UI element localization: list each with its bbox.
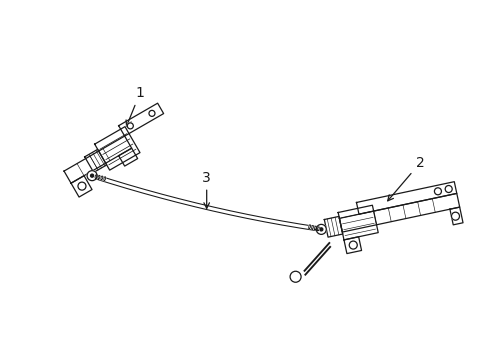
Polygon shape	[449, 207, 462, 225]
Polygon shape	[119, 148, 138, 166]
Polygon shape	[95, 175, 97, 179]
Polygon shape	[64, 136, 131, 183]
Circle shape	[348, 241, 357, 249]
Polygon shape	[119, 103, 163, 136]
Circle shape	[450, 212, 459, 220]
Circle shape	[433, 188, 441, 195]
Polygon shape	[101, 176, 102, 180]
Polygon shape	[103, 177, 105, 181]
Circle shape	[319, 228, 322, 231]
Circle shape	[316, 224, 325, 234]
Polygon shape	[324, 216, 342, 237]
Circle shape	[444, 185, 451, 193]
Polygon shape	[311, 225, 313, 229]
Polygon shape	[84, 149, 106, 172]
Polygon shape	[308, 225, 310, 229]
Text: 2: 2	[387, 156, 424, 201]
Polygon shape	[356, 182, 456, 214]
Polygon shape	[343, 237, 361, 253]
Circle shape	[78, 182, 86, 190]
Text: 1: 1	[126, 86, 144, 126]
Circle shape	[289, 271, 301, 282]
Polygon shape	[338, 205, 377, 240]
Polygon shape	[339, 193, 459, 232]
Polygon shape	[314, 226, 316, 230]
Polygon shape	[95, 127, 140, 170]
Circle shape	[90, 174, 93, 177]
Polygon shape	[71, 176, 92, 197]
Circle shape	[127, 123, 133, 129]
Polygon shape	[317, 227, 319, 231]
Text: 3: 3	[202, 171, 211, 208]
Circle shape	[149, 111, 155, 116]
Circle shape	[87, 171, 97, 181]
Polygon shape	[98, 175, 100, 179]
